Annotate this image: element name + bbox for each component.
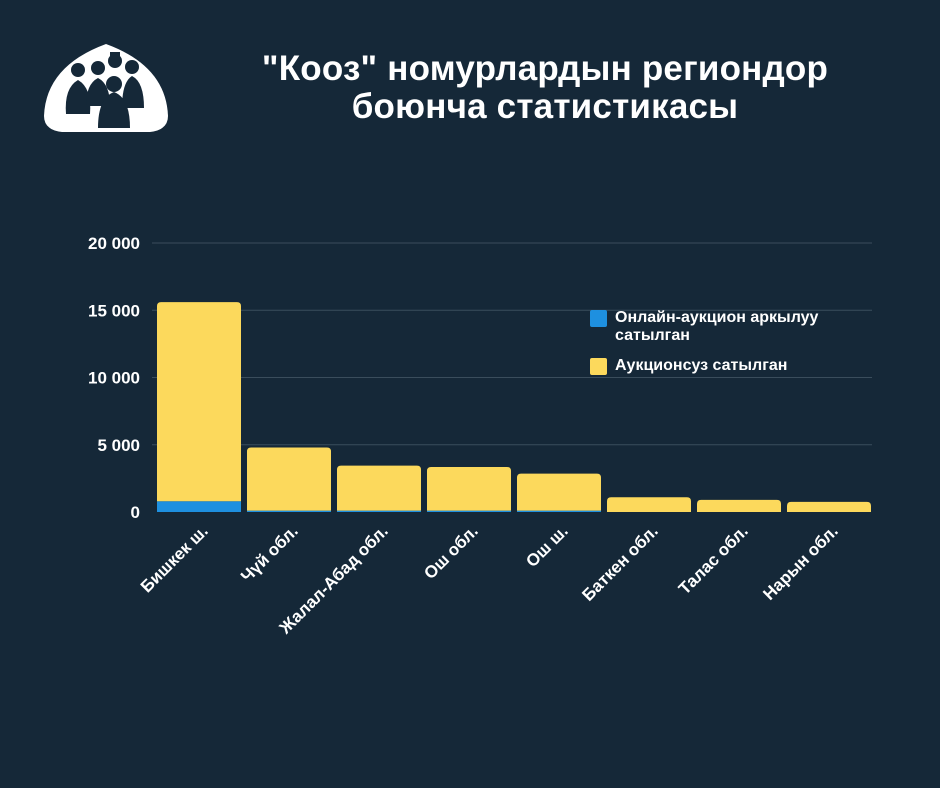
bar-offline [247, 447, 331, 511]
x-category-label: Талас обл. [675, 521, 752, 598]
x-category-label: Ош ш. [522, 521, 572, 571]
x-category-label: Чүй обл. [237, 521, 302, 586]
legend-label-online: Онлайн-аукцион аркылуу сатылган [615, 309, 819, 344]
y-tick-label: 20 000 [88, 234, 140, 253]
bar-online [517, 510, 601, 512]
bar-offline [517, 473, 601, 511]
bar-offline [157, 302, 241, 502]
legend: Онлайн-аукцион аркылуу сатылган Аукционс… [590, 309, 835, 387]
chart-title: "Кооз" номурлардын региондор боюнча стат… [190, 50, 900, 126]
bar-online [247, 510, 331, 512]
bar-offline [427, 466, 511, 511]
legend-label-offline: Аукционсуз сатылган [615, 357, 788, 374]
legend-item-online: Онлайн-аукцион аркылуу сатылган [590, 309, 835, 345]
y-tick-label: 10 000 [88, 369, 140, 388]
bar-offline [787, 501, 871, 512]
legend-swatch-offline [590, 358, 607, 375]
title-line-2: боюнча статистикасы [351, 87, 739, 126]
bar-offline [697, 499, 781, 512]
title-line-1: "Кооз" номурлардын региондор [261, 49, 829, 88]
bar-offline [607, 497, 691, 512]
bar-offline [337, 465, 421, 511]
x-category-label: Баткен обл. [578, 521, 661, 604]
legend-item-offline: Аукционсуз сатылган [590, 357, 835, 375]
x-category-label: Нарын обл. [759, 521, 841, 603]
y-tick-label: 15 000 [88, 301, 140, 320]
bar-online [337, 510, 421, 512]
bar-online [157, 501, 241, 512]
y-tick-label: 0 [131, 503, 140, 522]
yurt-people-icon [44, 44, 168, 132]
x-category-label: Бишкек ш. [137, 521, 212, 596]
legend-swatch-online [590, 310, 607, 327]
bar-online [427, 510, 511, 512]
y-tick-label: 5 000 [97, 436, 140, 455]
x-category-label: Ош обл. [420, 521, 482, 583]
logo [40, 36, 172, 134]
